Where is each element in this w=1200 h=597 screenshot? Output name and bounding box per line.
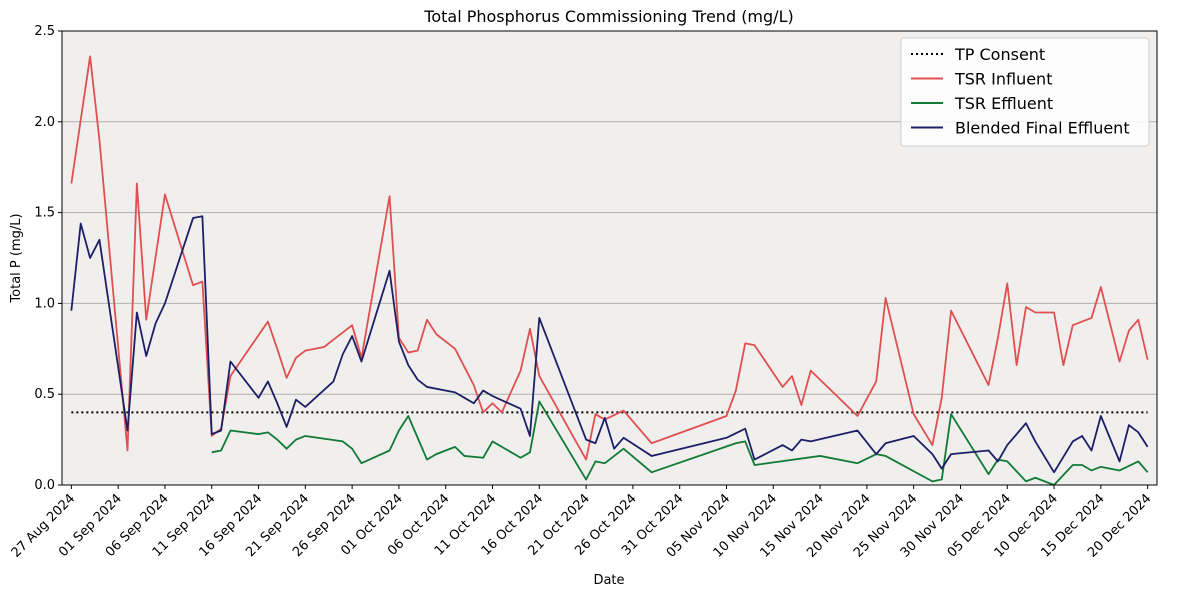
x-axis-label: Date [593, 573, 624, 588]
y-tick-label: 0.0 [34, 478, 55, 493]
y-axis-label: Total P (mg/L) [9, 213, 24, 303]
legend-label: Blended Final Effluent [955, 119, 1130, 138]
y-tick-label: 1.0 [34, 296, 55, 311]
legend-label: TP Consent [954, 45, 1045, 64]
series-line [70, 215, 1149, 474]
y-tick-label: 2.0 [34, 115, 55, 130]
legend-label: TSR Influent [954, 70, 1052, 89]
y-tick-label: 2.5 [34, 24, 55, 39]
legend: TP Consent TSR Influent TSR Effluent Blende… [900, 37, 1150, 147]
chart-title: Total Phosphorus Commissioning Trend (mg… [423, 7, 793, 26]
legend-label: TSR Effluent [954, 94, 1053, 113]
y-tick-label: 0.5 [34, 387, 55, 402]
series-line [70, 55, 1149, 461]
series-line [211, 400, 1149, 486]
legend-box [900, 37, 1150, 147]
y-tick-label: 1.5 [34, 206, 55, 221]
plot-frame [61, 30, 1158, 486]
